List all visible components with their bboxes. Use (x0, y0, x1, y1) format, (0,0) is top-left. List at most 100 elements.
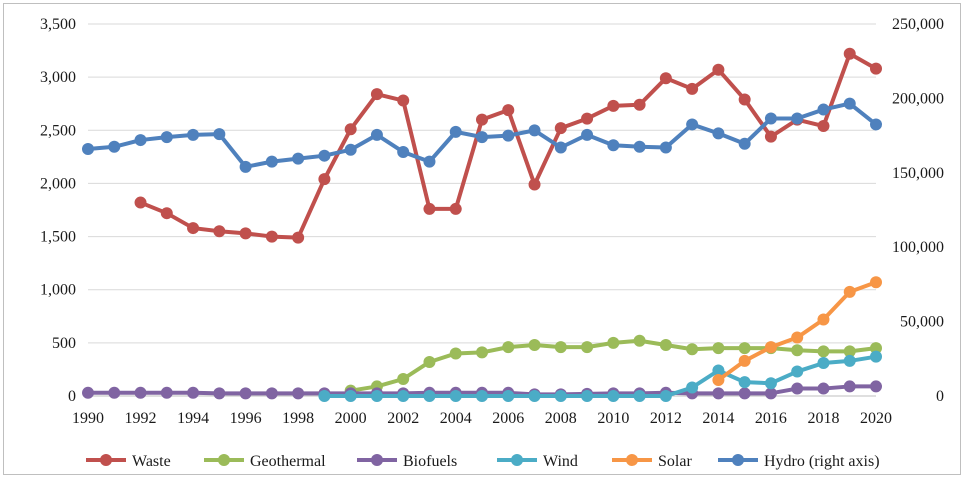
data-point-waste (712, 63, 725, 76)
data-point-waste (870, 62, 882, 75)
data-point-biofuels (791, 382, 804, 395)
data-point-waste (292, 231, 305, 244)
data-point-waste (764, 130, 777, 143)
data-point-wind (607, 390, 620, 402)
data-point-waste (633, 98, 646, 111)
data-point-waste (554, 122, 567, 135)
data-point-biofuels (712, 387, 725, 400)
data-point-hydro-right-axis (659, 141, 672, 154)
data-point-waste (476, 113, 488, 126)
data-point-hydro-right-axis (265, 155, 278, 168)
data-point-geothermal (397, 372, 410, 385)
data-point-biofuels (187, 386, 200, 399)
data-point-hydro-right-axis (870, 118, 882, 131)
x-tick-label: 2008 (545, 410, 577, 427)
y2-tick-label: 0 (936, 388, 944, 405)
data-point-hydro-right-axis (82, 142, 94, 155)
data-point-wind (370, 390, 383, 402)
x-tick-label: 1994 (177, 410, 209, 427)
legend-label-biofuels: Biofuels (403, 453, 457, 470)
data-point-hydro-right-axis (712, 127, 725, 140)
x-tick-label: 1992 (125, 410, 157, 427)
x-tick-label: 1990 (72, 410, 104, 427)
data-point-hydro-right-axis (633, 140, 646, 153)
data-point-hydro-right-axis (344, 143, 357, 156)
data-point-geothermal (870, 342, 882, 355)
x-tick-label: 2006 (492, 410, 524, 427)
y-tick-label: 500 (52, 335, 76, 352)
data-point-hydro-right-axis (581, 128, 594, 141)
data-point-hydro-right-axis (607, 139, 620, 152)
data-point-geothermal (607, 336, 620, 349)
data-point-hydro-right-axis (239, 160, 252, 173)
data-point-wind (528, 390, 541, 402)
y-tick-label: 0 (68, 388, 76, 405)
x-tick-label: 1998 (282, 410, 314, 427)
data-point-waste (581, 112, 594, 125)
legend-marker-wind (511, 454, 523, 466)
x-tick-label: 2012 (650, 410, 682, 427)
data-point-hydro-right-axis (370, 128, 383, 141)
data-point-waste (134, 196, 147, 209)
x-tick-label: 2016 (755, 410, 787, 427)
data-point-waste (686, 82, 699, 95)
data-point-hydro-right-axis (476, 131, 488, 144)
y2-tick-label: 200,000 (892, 90, 944, 107)
data-point-solar (791, 331, 804, 344)
data-point-hydro-right-axis (134, 134, 147, 147)
data-point-wind (449, 390, 462, 402)
data-point-waste (423, 202, 436, 215)
y2-tick-label: 250,000 (892, 16, 944, 33)
data-point-geothermal (476, 346, 488, 359)
data-point-waste (738, 93, 751, 106)
data-point-geothermal (817, 345, 830, 358)
data-point-solar (764, 341, 777, 354)
y2-tick-label: 150,000 (892, 165, 944, 182)
data-point-biofuels (292, 387, 305, 400)
data-point-hydro-right-axis (791, 112, 804, 125)
y-tick-label: 1,000 (40, 282, 76, 299)
y2-tick-label: 50,000 (900, 314, 944, 331)
data-point-biofuels (738, 387, 751, 400)
data-point-wind (843, 354, 856, 367)
data-point-hydro-right-axis (318, 149, 331, 162)
series-line-waste (138, 51, 878, 240)
data-point-geothermal (554, 341, 567, 354)
data-point-waste (265, 230, 278, 243)
legend-marker-solar (626, 454, 638, 466)
legend-label-solar: Solar (658, 453, 692, 470)
data-point-wind (738, 376, 751, 389)
data-point-biofuels (213, 387, 226, 400)
y2-tick-label: 100,000 (892, 239, 944, 256)
data-point-geothermal (423, 355, 436, 368)
legend-label-waste: Waste (132, 453, 171, 470)
data-point-biofuels (870, 380, 882, 393)
data-point-geothermal (581, 341, 594, 354)
x-tick-label: 2020 (860, 410, 892, 427)
data-point-hydro-right-axis (764, 112, 777, 125)
data-point-hydro-right-axis (843, 97, 856, 110)
data-point-wind (476, 390, 488, 402)
data-point-biofuels (160, 386, 173, 399)
legend-marker-waste (100, 454, 112, 466)
data-point-waste (344, 123, 357, 136)
data-point-solar (870, 276, 882, 289)
series-line-wind (322, 354, 878, 398)
data-point-waste (607, 99, 620, 112)
data-point-geothermal (449, 347, 462, 360)
data-point-hydro-right-axis (292, 152, 305, 165)
y-tick-label: 3,000 (40, 69, 76, 86)
data-point-wind (712, 364, 725, 377)
data-point-wind (554, 390, 567, 402)
data-point-geothermal (502, 341, 515, 354)
data-point-waste (160, 207, 173, 220)
legend-marker-hydro-right-axis (732, 454, 744, 466)
data-point-waste (528, 178, 541, 191)
y-tick-label: 2,500 (40, 122, 76, 139)
legend-label-geothermal: Geothermal (250, 453, 326, 470)
data-point-hydro-right-axis (502, 129, 515, 142)
data-point-waste (843, 47, 856, 60)
y-tick-label: 1,500 (40, 229, 76, 246)
data-point-waste (817, 120, 830, 133)
